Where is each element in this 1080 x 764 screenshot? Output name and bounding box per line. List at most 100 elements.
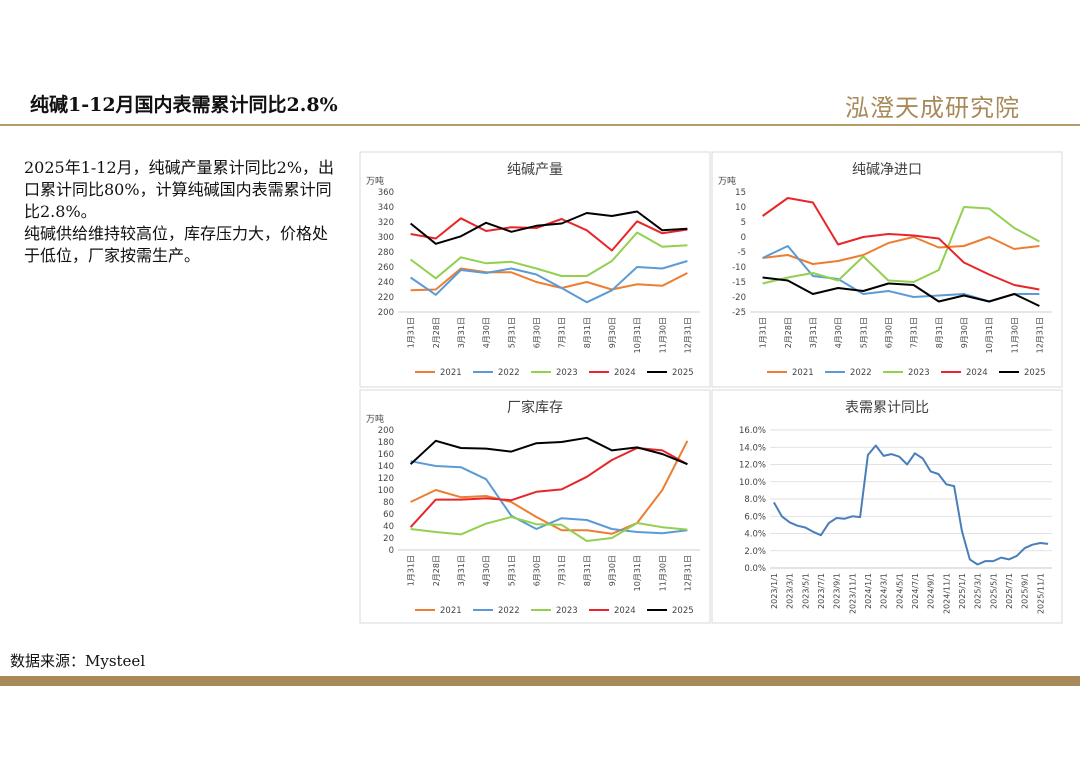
y-tick-label: -15 [732,278,746,288]
x-tick-label: 8月31日 [583,317,592,348]
y-tick-label: 140 [378,462,394,472]
y-tick-label: 20 [383,534,394,544]
x-tick-label: 2025/11/1 [1036,573,1045,614]
x-tick-label: 10月31日 [633,555,642,591]
y-tick-label: 180 [378,438,394,448]
y-tick-label: 240 [378,278,394,288]
page-title: 纯碱1-12月国内表需累计同比2.8% [30,94,338,116]
chart-frame [359,151,711,388]
y-tick-label: 160 [378,450,394,460]
y-tick-label: 40 [383,522,394,532]
legend-label: 2024 [966,368,988,378]
y-tick-label: 15 [735,188,746,198]
series-line [410,217,688,252]
y-tick-label: 5 [741,218,746,228]
x-tick-label: 2月28日 [784,317,793,348]
legend-label: 2025 [1024,368,1046,378]
x-tick-label: 8月31日 [935,317,944,348]
x-tick-label: 2024/9/1 [927,573,936,609]
x-tick-label: 7月31日 [558,317,567,348]
x-tick-label: 2023/3/1 [786,573,795,609]
x-tick-label: 7月31日 [558,555,567,586]
y-tick-label: 320 [378,218,394,228]
x-tick-label: 2024/3/1 [880,573,889,609]
series-line [410,516,688,542]
legend-label: 2025 [672,368,694,378]
y-tick-label: -5 [738,248,746,258]
chart-title: 纯碱净进口 [852,162,922,178]
y-tick-label: -20 [732,293,746,303]
legend-label: 2021 [440,368,462,378]
x-tick-label: 2024/5/1 [895,573,904,609]
chart-frame [711,389,1063,624]
x-tick-label: 1月31日 [407,555,416,586]
x-tick-label: 5月31日 [507,555,516,586]
legend-label: 2024 [614,368,636,378]
legend-label: 2025 [672,606,694,616]
x-tick-label: 7月31日 [910,317,919,348]
x-tick-label: 4月30日 [482,317,491,348]
x-tick-label: 8月31日 [583,555,592,586]
header-rule [0,124,1080,126]
series-line [409,210,688,245]
chart-title: 厂家库存 [507,399,563,416]
x-tick-label: 11月30日 [658,555,667,591]
y-tick-label: 360 [378,188,394,198]
x-tick-label: 6月30日 [532,317,541,348]
x-tick-label: 2025/5/1 [989,573,998,609]
y-tick-label: 60 [383,510,394,520]
series-line [762,206,1040,285]
y-tick-label: 12.0% [739,461,766,471]
x-tick-label: 3月31日 [809,317,818,348]
y-tick-label: 100 [378,486,394,496]
series-line [409,447,688,528]
x-tick-label: 6月30日 [884,317,893,348]
x-tick-label: 3月31日 [457,555,466,586]
y-axis-label: 万吨 [366,175,384,187]
x-tick-label: 12月31日 [1035,317,1044,353]
y-tick-label: 8.0% [744,495,766,505]
legend-label: 2021 [440,606,462,616]
legend-label: 2024 [614,606,636,616]
x-tick-label: 10月31日 [985,317,994,353]
x-tick-label: 2025/3/1 [974,573,983,609]
series-line [762,236,1040,265]
x-tick-label: 2023/7/1 [817,573,826,609]
series-line [773,444,1049,566]
paragraph: 2025年1-12月，纯碱产量累计同比2%，出口累计同比80%，计算纯碱国内表需… [24,158,335,221]
chart-title: 表需累计同比 [845,400,929,416]
x-tick-label: 11月30日 [658,317,667,353]
x-tick-label: 2025/7/1 [1005,573,1014,609]
x-tick-label: 2024/1/1 [864,573,873,609]
x-tick-label: 5月31日 [507,317,516,348]
chart-frame [359,389,711,624]
x-tick-label: 5月31日 [859,317,868,348]
summary: 2025年1-12月，纯碱产量累计同比2%，出口累计同比80%，计算纯碱国内表需… [24,157,339,267]
series-line [410,440,689,535]
y-tick-label: 0.0% [744,564,766,574]
x-tick-label: 2023/11/1 [848,573,857,614]
x-tick-label: 2025/1/1 [958,573,967,609]
series-line [409,436,688,466]
legend-label: 2023 [556,606,578,616]
y-tick-label: -25 [732,308,746,318]
y-tick-label: 2.0% [744,547,766,557]
x-tick-label: 9月30日 [608,555,617,586]
legend-label: 2023 [908,368,930,378]
x-tick-label: 12月31日 [683,317,692,353]
x-tick-label: 2月28日 [432,317,441,348]
x-tick-label: 6月30日 [532,555,541,586]
y-tick-label: 0 [389,546,394,556]
series-line [762,197,1040,291]
x-tick-label: 2023/1/1 [770,573,779,609]
x-tick-label: 1月31日 [759,317,768,348]
series-line [410,460,688,535]
legend-label: 2022 [850,368,872,378]
y-tick-label: 0 [741,233,746,243]
x-tick-label: 3月31日 [457,317,466,348]
x-tick-label: 1月31日 [407,317,416,348]
y-tick-label: 10.0% [739,478,766,488]
y-tick-label: 14.0% [739,443,766,453]
y-tick-label: 120 [378,474,394,484]
